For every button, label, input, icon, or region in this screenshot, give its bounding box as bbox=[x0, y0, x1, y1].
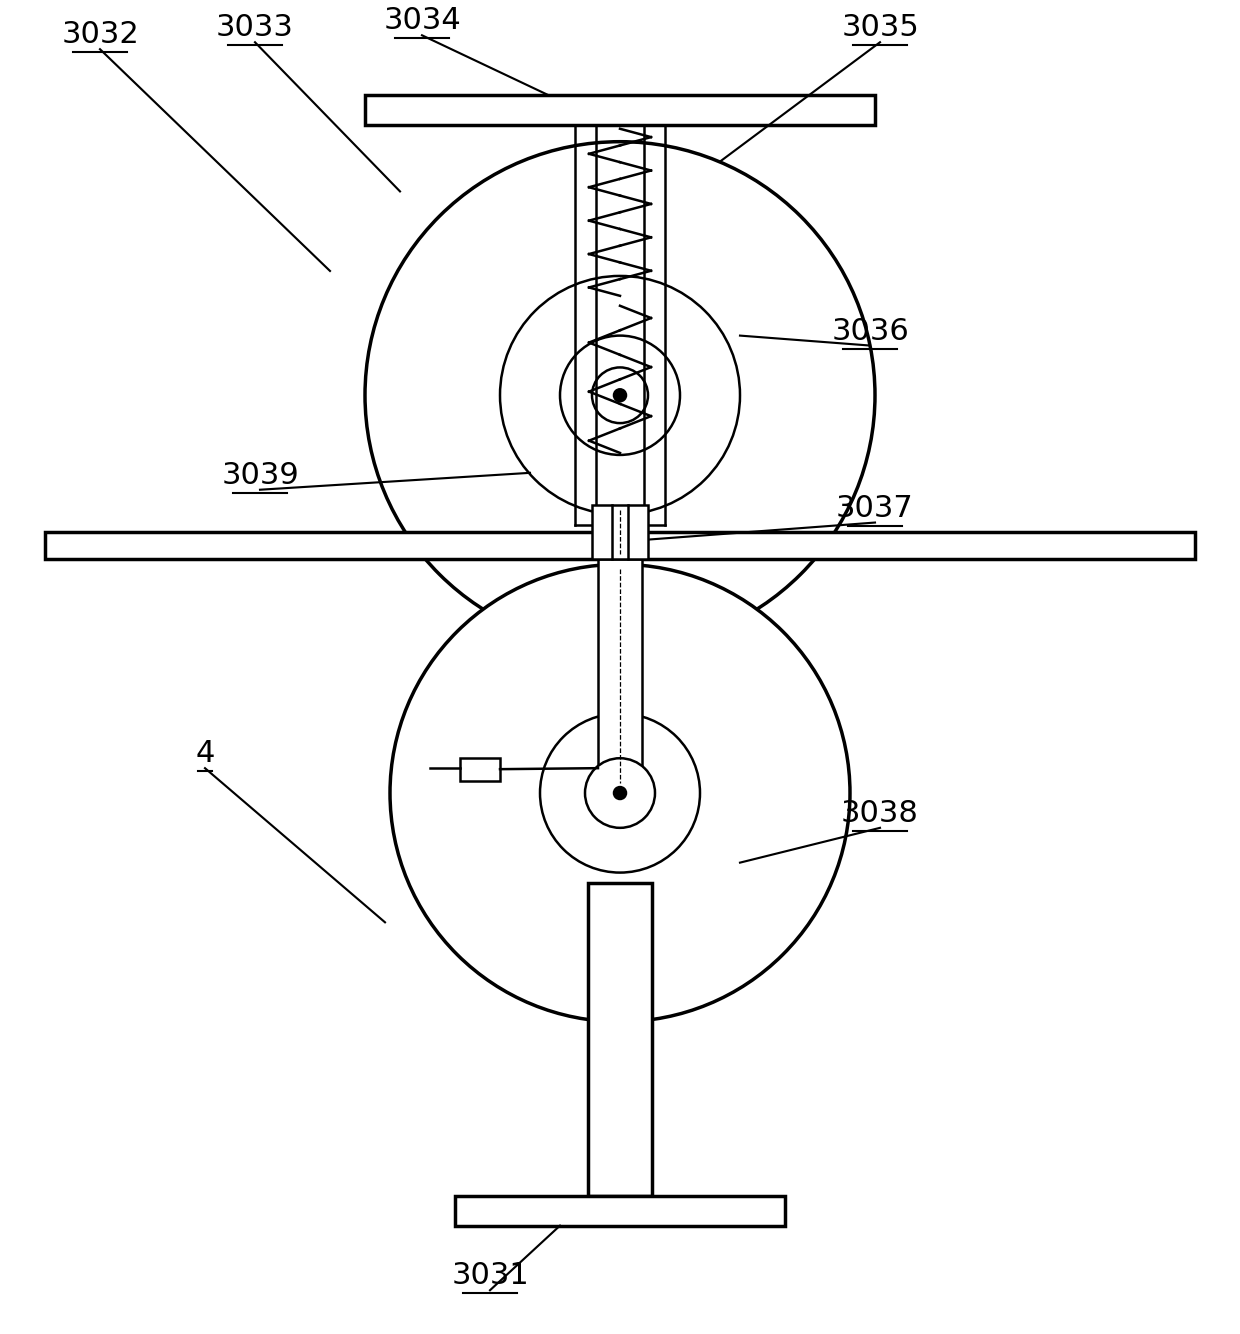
Circle shape bbox=[591, 367, 649, 423]
Text: 3039: 3039 bbox=[221, 460, 299, 490]
Circle shape bbox=[500, 276, 740, 515]
Text: 3031: 3031 bbox=[451, 1261, 529, 1290]
Circle shape bbox=[614, 787, 626, 799]
Circle shape bbox=[539, 714, 701, 872]
Circle shape bbox=[391, 564, 849, 1022]
Bar bbox=[598, 559, 642, 792]
Text: 3032: 3032 bbox=[61, 20, 139, 49]
Text: 3037: 3037 bbox=[836, 494, 914, 523]
Circle shape bbox=[614, 390, 626, 402]
Circle shape bbox=[585, 758, 655, 828]
Text: 3038: 3038 bbox=[841, 799, 919, 828]
Text: 3033: 3033 bbox=[216, 13, 294, 43]
Text: 3035: 3035 bbox=[841, 13, 919, 43]
Circle shape bbox=[365, 141, 875, 648]
Text: 3036: 3036 bbox=[831, 316, 909, 346]
Bar bbox=[365, 95, 875, 125]
Bar bbox=[45, 531, 1195, 559]
Text: 3034: 3034 bbox=[383, 7, 461, 35]
Bar bbox=[455, 1195, 785, 1226]
Bar bbox=[591, 504, 649, 559]
Bar bbox=[588, 883, 652, 1195]
Text: 4: 4 bbox=[196, 739, 215, 768]
Bar bbox=[460, 758, 500, 782]
Circle shape bbox=[560, 336, 680, 455]
